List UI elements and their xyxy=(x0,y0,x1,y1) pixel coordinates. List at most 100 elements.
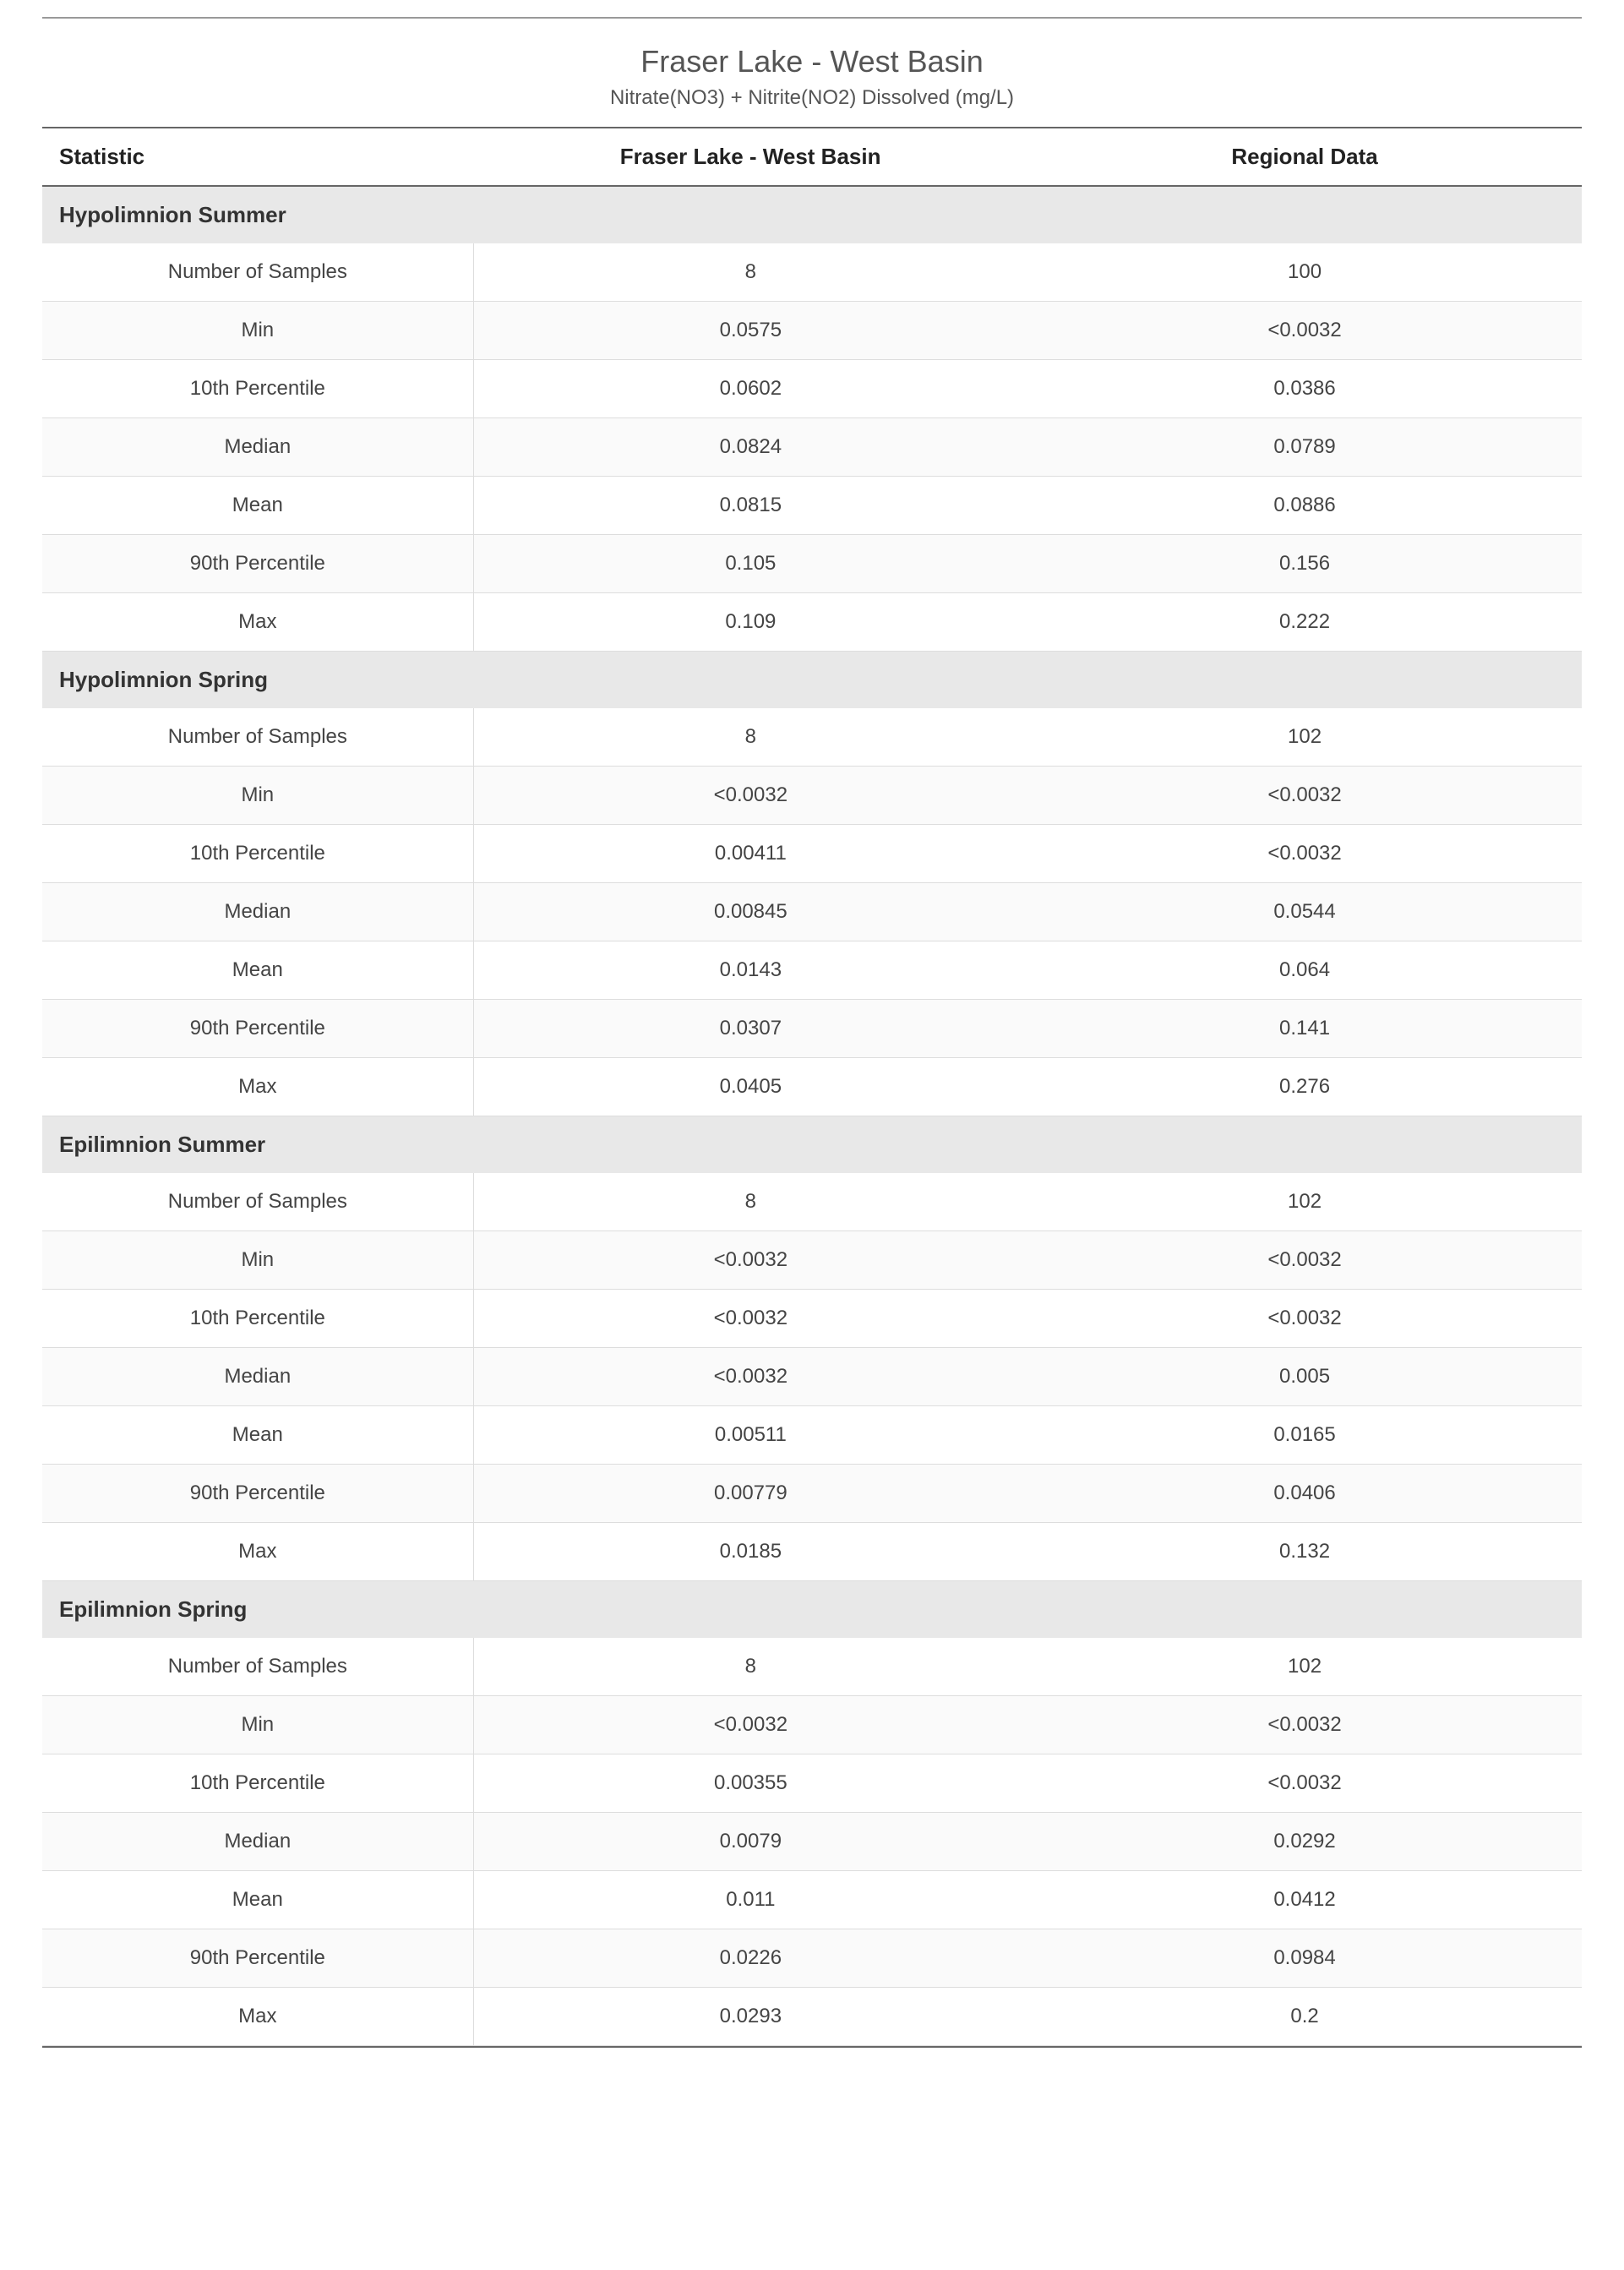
stat-label: 10th Percentile xyxy=(42,825,473,883)
stat-label: Mean xyxy=(42,1406,473,1465)
regional-value: 0.2 xyxy=(1027,1988,1582,2046)
regional-value: 0.0165 xyxy=(1027,1406,1582,1465)
stat-label: Median xyxy=(42,1348,473,1406)
site-value: 0.0602 xyxy=(473,360,1027,418)
regional-value: 0.276 xyxy=(1027,1058,1582,1116)
regional-value: <0.0032 xyxy=(1027,1696,1582,1754)
stat-label: 90th Percentile xyxy=(42,1000,473,1058)
table-row: Mean0.0110.0412 xyxy=(42,1871,1582,1929)
regional-value: 0.222 xyxy=(1027,593,1582,652)
page-title: Fraser Lake - West Basin xyxy=(42,44,1582,79)
section-header-row: Hypolimnion Summer xyxy=(42,186,1582,243)
site-value: 0.00355 xyxy=(473,1754,1027,1813)
site-value: 8 xyxy=(473,708,1027,767)
regional-value: 0.0544 xyxy=(1027,883,1582,941)
table-row: Number of Samples8102 xyxy=(42,1173,1582,1231)
table-row: Mean0.08150.0886 xyxy=(42,477,1582,535)
regional-value: 0.132 xyxy=(1027,1523,1582,1581)
site-value: 0.00779 xyxy=(473,1465,1027,1523)
table-row: 90th Percentile0.007790.0406 xyxy=(42,1465,1582,1523)
table-body: Hypolimnion SummerNumber of Samples8100M… xyxy=(42,186,1582,2046)
regional-value: 0.0412 xyxy=(1027,1871,1582,1929)
site-value: 0.0226 xyxy=(473,1929,1027,1988)
stat-label: 90th Percentile xyxy=(42,1929,473,1988)
regional-value: 0.005 xyxy=(1027,1348,1582,1406)
table-row: 90th Percentile0.1050.156 xyxy=(42,535,1582,593)
table-row: Max0.04050.276 xyxy=(42,1058,1582,1116)
regional-value: 0.0984 xyxy=(1027,1929,1582,1988)
stat-label: Number of Samples xyxy=(42,243,473,302)
stat-label: Mean xyxy=(42,477,473,535)
top-rule xyxy=(42,17,1582,19)
regional-value: 0.0386 xyxy=(1027,360,1582,418)
table-row: Max0.1090.222 xyxy=(42,593,1582,652)
regional-value: <0.0032 xyxy=(1027,302,1582,360)
stat-label: 90th Percentile xyxy=(42,1465,473,1523)
stat-label: 90th Percentile xyxy=(42,535,473,593)
site-value: 8 xyxy=(473,1173,1027,1231)
table-row: Min<0.0032<0.0032 xyxy=(42,1231,1582,1290)
regional-value: 0.0292 xyxy=(1027,1813,1582,1871)
section-title: Epilimnion Summer xyxy=(42,1116,1582,1174)
column-header-row: Statistic Fraser Lake - West Basin Regio… xyxy=(42,128,1582,186)
stat-label: Number of Samples xyxy=(42,708,473,767)
title-block: Fraser Lake - West Basin Nitrate(NO3) + … xyxy=(42,44,1582,110)
table-row: Median0.00790.0292 xyxy=(42,1813,1582,1871)
regional-value: 0.0789 xyxy=(1027,418,1582,477)
stat-label: Max xyxy=(42,1988,473,2046)
site-value: 0.0575 xyxy=(473,302,1027,360)
regional-value: 0.0886 xyxy=(1027,477,1582,535)
site-value: 0.0079 xyxy=(473,1813,1027,1871)
stat-label: 10th Percentile xyxy=(42,1754,473,1813)
stat-label: Min xyxy=(42,1231,473,1290)
table-row: Mean0.01430.064 xyxy=(42,941,1582,1000)
site-value: 8 xyxy=(473,1638,1027,1696)
section-header-row: Hypolimnion Spring xyxy=(42,652,1582,709)
stat-label: Mean xyxy=(42,1871,473,1929)
regional-value: <0.0032 xyxy=(1027,1231,1582,1290)
table-row: 10th Percentile0.00411<0.0032 xyxy=(42,825,1582,883)
site-value: <0.0032 xyxy=(473,1290,1027,1348)
stat-label: Mean xyxy=(42,941,473,1000)
site-value: 0.00411 xyxy=(473,825,1027,883)
regional-value: <0.0032 xyxy=(1027,1290,1582,1348)
regional-value: 100 xyxy=(1027,243,1582,302)
stat-label: Max xyxy=(42,1058,473,1116)
table-row: Number of Samples8102 xyxy=(42,708,1582,767)
table-row: Number of Samples8102 xyxy=(42,1638,1582,1696)
site-value: <0.0032 xyxy=(473,767,1027,825)
regional-value: 102 xyxy=(1027,1173,1582,1231)
site-value: 0.00511 xyxy=(473,1406,1027,1465)
table-row: Median<0.00320.005 xyxy=(42,1348,1582,1406)
regional-value: 102 xyxy=(1027,1638,1582,1696)
stat-label: Min xyxy=(42,767,473,825)
table-row: Mean0.005110.0165 xyxy=(42,1406,1582,1465)
stat-label: Min xyxy=(42,1696,473,1754)
stat-label: Median xyxy=(42,1813,473,1871)
stat-label: Min xyxy=(42,302,473,360)
page-subtitle: Nitrate(NO3) + Nitrite(NO2) Dissolved (m… xyxy=(42,86,1582,110)
table-row: Median0.008450.0544 xyxy=(42,883,1582,941)
col-header-statistic: Statistic xyxy=(42,128,473,186)
site-value: 0.109 xyxy=(473,593,1027,652)
section-title: Epilimnion Spring xyxy=(42,1581,1582,1639)
stat-label: Number of Samples xyxy=(42,1173,473,1231)
regional-value: <0.0032 xyxy=(1027,767,1582,825)
stat-label: Median xyxy=(42,883,473,941)
site-value: <0.0032 xyxy=(473,1348,1027,1406)
site-value: 0.00845 xyxy=(473,883,1027,941)
site-value: <0.0032 xyxy=(473,1231,1027,1290)
stat-label: Median xyxy=(42,418,473,477)
stat-label: 10th Percentile xyxy=(42,1290,473,1348)
table-row: 90th Percentile0.03070.141 xyxy=(42,1000,1582,1058)
section-header-row: Epilimnion Summer xyxy=(42,1116,1582,1174)
stat-label: Max xyxy=(42,1523,473,1581)
table-row: Median0.08240.0789 xyxy=(42,418,1582,477)
site-value: 8 xyxy=(473,243,1027,302)
site-value: <0.0032 xyxy=(473,1696,1027,1754)
regional-value: 102 xyxy=(1027,708,1582,767)
col-header-site: Fraser Lake - West Basin xyxy=(473,128,1027,186)
site-value: 0.105 xyxy=(473,535,1027,593)
stat-label: Number of Samples xyxy=(42,1638,473,1696)
table-row: Number of Samples8100 xyxy=(42,243,1582,302)
